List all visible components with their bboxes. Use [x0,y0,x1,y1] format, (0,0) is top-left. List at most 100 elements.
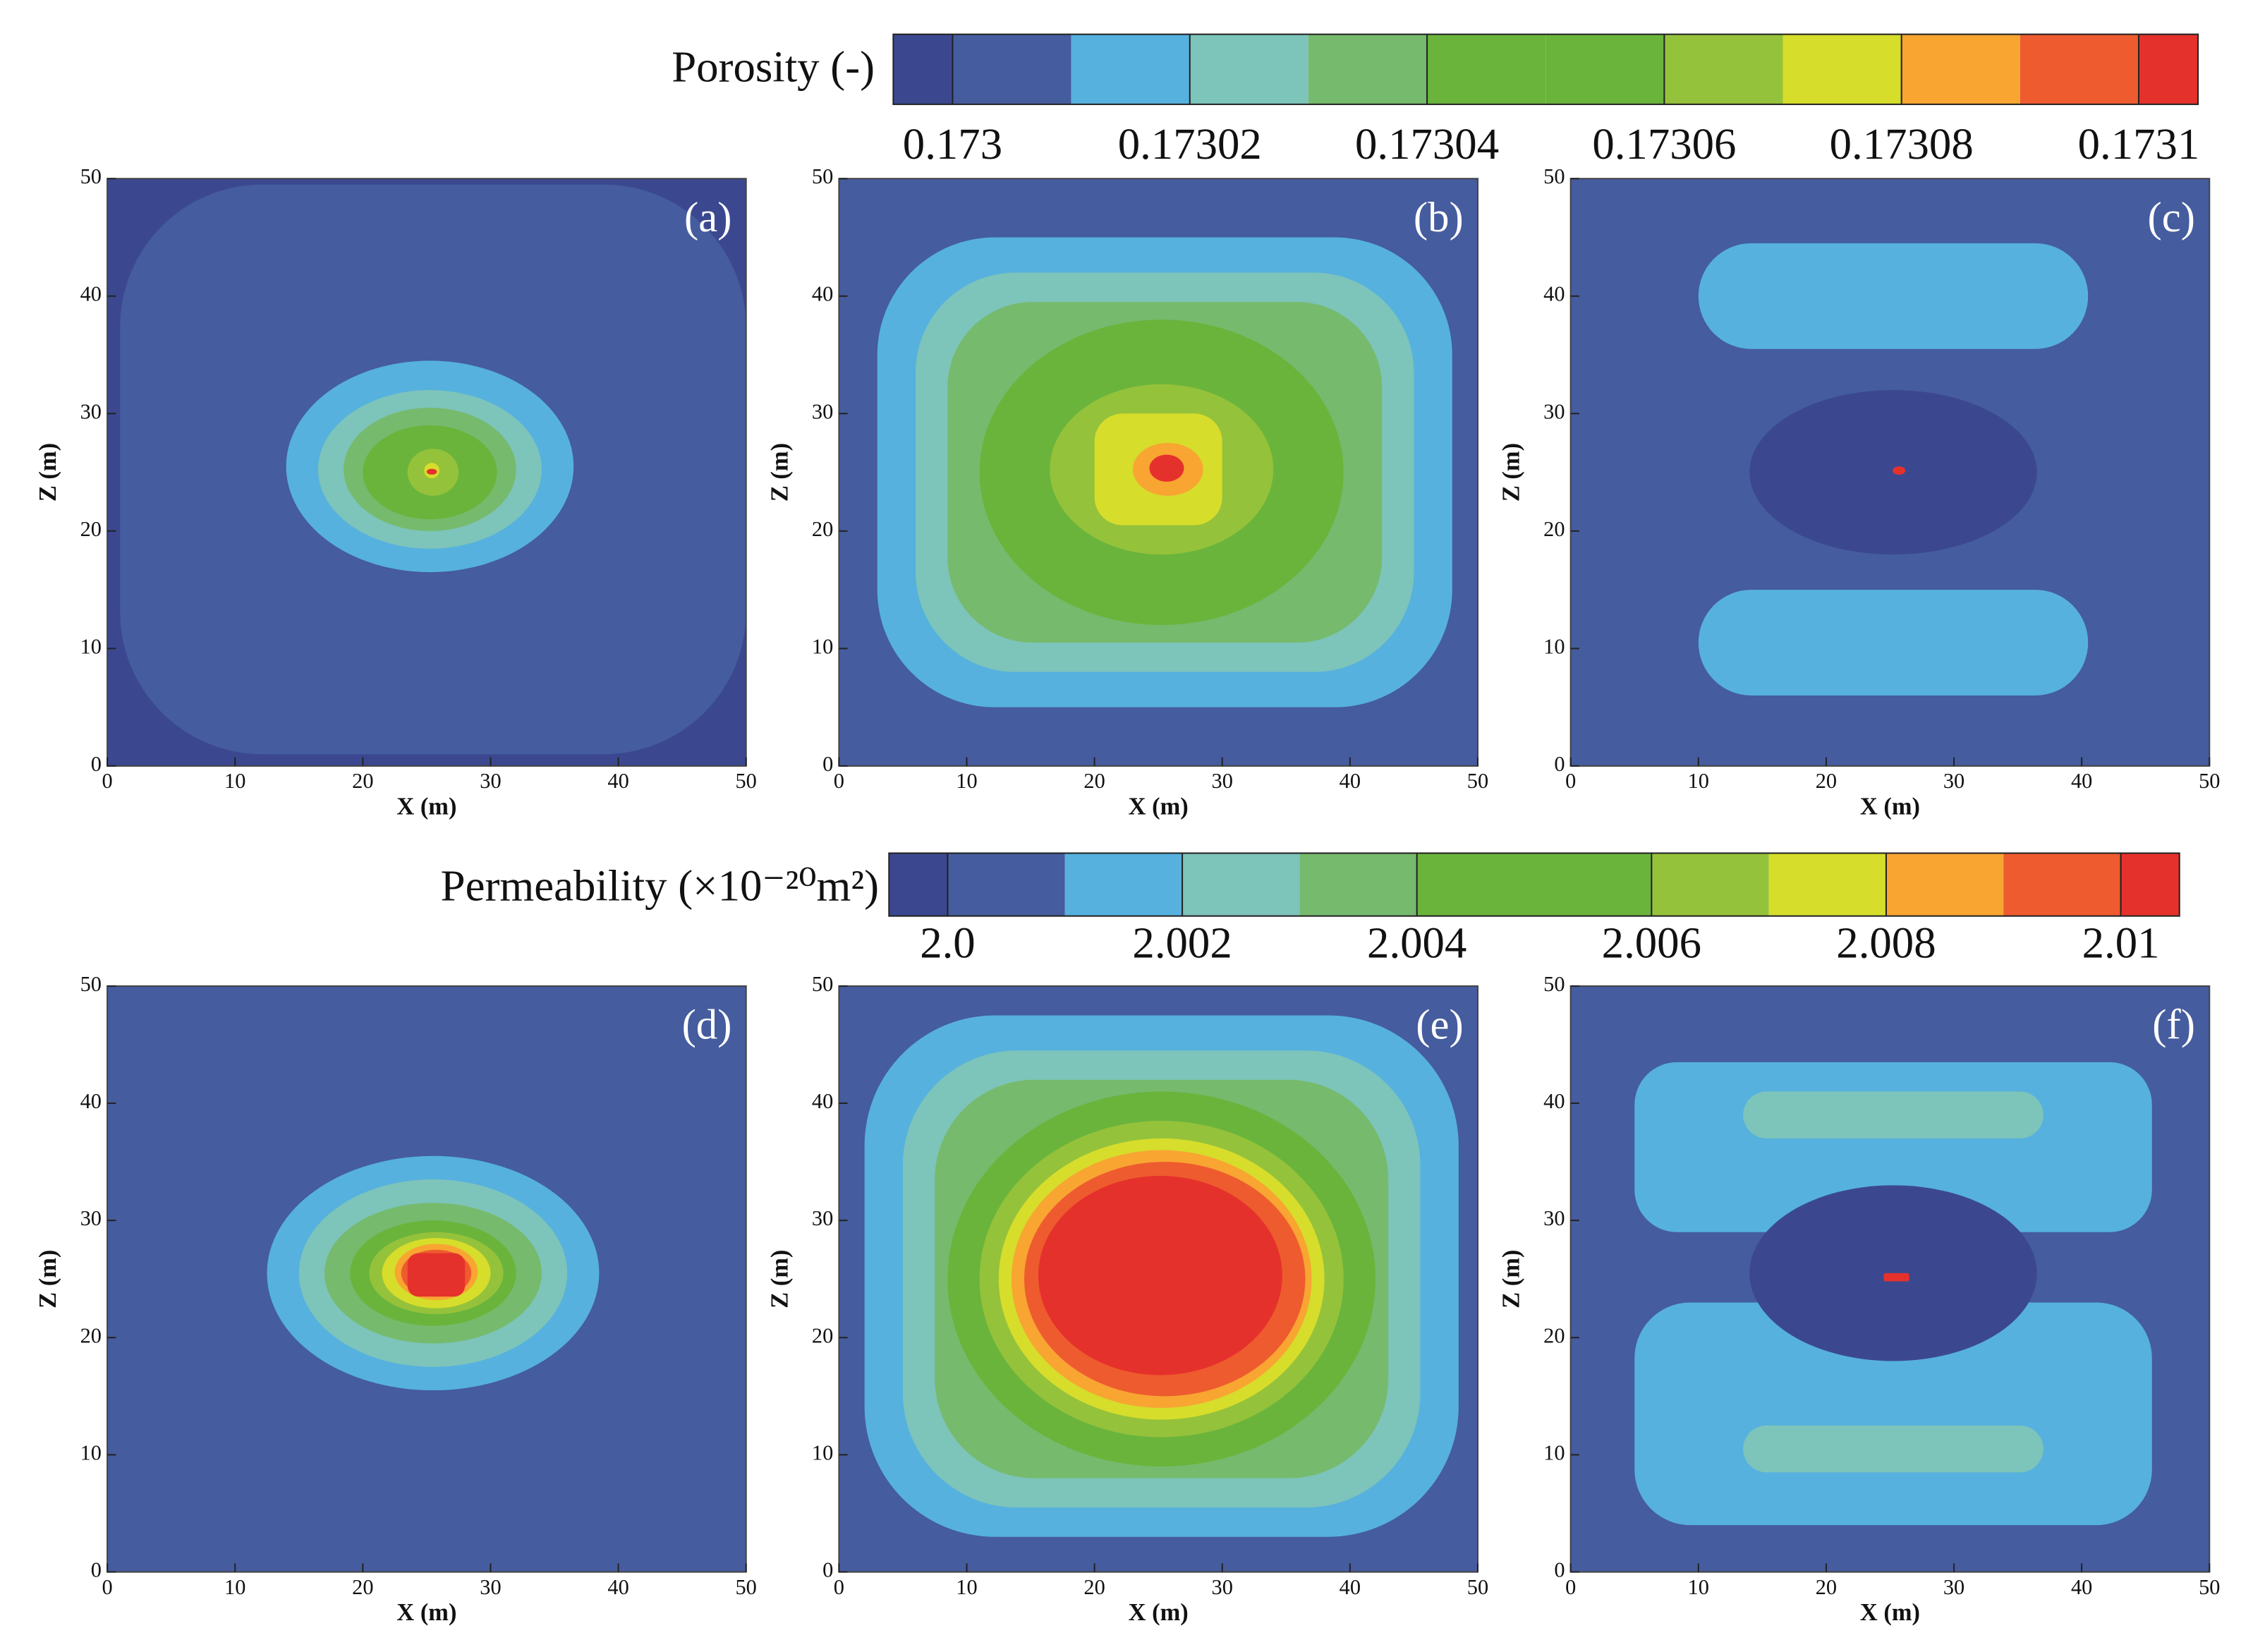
colorbar-band [1768,853,1886,916]
colorbar-band [1189,34,1308,104]
x-tick-label: 10 [956,1575,977,1599]
x-tick-label: 40 [607,769,628,793]
y-tick-label: 30 [80,1206,102,1230]
x-tick-label: 20 [352,769,373,793]
colorbar-title: Porosity (-) [672,42,875,92]
y-tick-label: 0 [1554,1558,1565,1582]
panel-label: (d) [682,1002,732,1049]
x-tick-label: 50 [736,769,757,793]
y-tick-label: 0 [822,752,833,776]
colorbar-band [1182,853,1300,916]
x-axis-label: X (m) [396,794,456,820]
y-tick-label: 40 [80,282,102,306]
y-tick-label: 30 [812,399,833,423]
colorbar-band [947,853,1065,916]
colorbar-tick-label: 0.1731 [2078,119,2200,169]
contour-region [1038,1176,1282,1375]
x-tick-label: 10 [956,769,977,793]
colorbar-tick-label: 2.008 [1836,918,1936,968]
colorbar-band [1534,853,1652,916]
x-tick-label: 40 [2071,769,2092,793]
colorbar-tick-label: 2.006 [1602,918,1701,968]
y-tick-label: 10 [1543,1440,1565,1464]
panel-frame [1569,985,2211,1573]
panel-label: (c) [2148,194,2195,241]
y-tick-label: 20 [812,1323,833,1347]
colorbar-band [1545,34,1665,104]
y-tick-label: 50 [1543,972,1565,996]
colorbar-tick-label: 0.17302 [1118,119,1262,169]
colorbar-band [889,853,948,916]
x-tick-label: 40 [607,1575,628,1599]
contour-region [407,1253,466,1297]
colorbar-band [1427,34,1546,104]
x-tick-label: 0 [834,769,844,793]
panel [1570,985,2210,1572]
colorbar-band [1901,34,2020,104]
colorbar-band [893,34,953,104]
x-tick-label: 0 [834,1575,844,1599]
colorbar-band [2003,853,2121,916]
contour-region [1743,1091,2043,1138]
colorbar-tick-label: 0.173 [903,119,1002,169]
y-tick-label: 0 [91,1558,102,1582]
x-tick-label: 30 [480,769,501,793]
y-axis-label: Z (m) [766,443,793,502]
y-tick-label: 0 [91,752,102,776]
y-tick-label: 10 [80,634,102,658]
y-tick-label: 10 [1543,634,1565,658]
colorbar-band [1783,34,1902,104]
y-tick-label: 40 [1543,282,1565,306]
x-tick-label: 0 [102,1575,113,1599]
contour-region [1883,1273,1909,1282]
x-tick-label: 10 [224,1575,245,1599]
y-axis-label: Z (m) [35,1250,61,1308]
x-tick-label: 30 [480,1575,501,1599]
y-tick-label: 10 [812,1440,833,1464]
contour-region [1893,466,1906,475]
x-tick-label: 30 [1212,1575,1233,1599]
x-axis-label: X (m) [1129,794,1189,820]
x-tick-label: 30 [1943,1575,1964,1599]
colorbar-tick-label: 0.17306 [1592,119,1736,169]
panel [107,178,746,766]
y-tick-label: 40 [812,1089,833,1113]
colorbar-band [1651,853,1769,916]
x-tick-label: 20 [1816,769,1837,793]
panel-frame [838,985,1479,1573]
x-tick-label: 10 [224,769,245,793]
colorbar-band [1664,34,1783,104]
panel-label: (a) [684,194,731,241]
y-tick-label: 20 [80,1323,102,1347]
colorbar-band [1885,853,2004,916]
colorbar-band [952,34,1071,104]
panel-frame [107,985,747,1573]
x-tick-label: 50 [736,1575,757,1599]
panel-frame [1569,178,2211,767]
colorbar-title: Permeability (×10⁻²⁰m²) [441,861,879,911]
x-tick-label: 10 [1688,769,1709,793]
colorbar-band [1299,853,1417,916]
panel-frame [838,178,1479,767]
colorbar-frame [888,852,2180,917]
panel-label: (b) [1414,194,1464,241]
panel-frame [107,178,747,767]
colorbar-band [2138,34,2199,104]
contour-region [1698,243,2089,349]
x-tick-label: 30 [1212,769,1233,793]
y-axis-label: Z (m) [766,1250,793,1308]
colorbar-tick-label: 2.0 [920,918,975,968]
colorbar-band [1064,853,1183,916]
y-tick-label: 0 [1554,752,1565,776]
colorbar-band [2120,853,2180,916]
colorbar-tick-label: 0.17308 [1830,119,1974,169]
colorbar-band [2020,34,2139,104]
y-tick-label: 30 [80,399,102,423]
x-tick-label: 40 [1340,1575,1361,1599]
panel [839,985,1478,1572]
y-tick-label: 40 [80,1089,102,1113]
colorbar-band [1071,34,1190,104]
x-tick-label: 40 [1340,769,1361,793]
y-axis-label: Z (m) [1498,443,1525,502]
